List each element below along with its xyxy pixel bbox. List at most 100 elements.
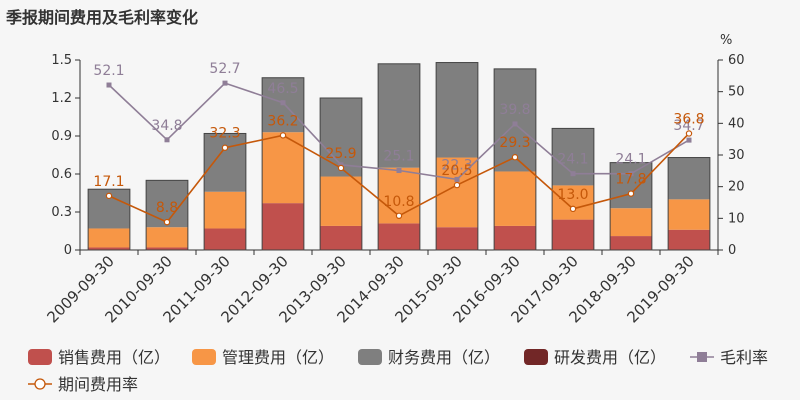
bar-outline (203, 132, 247, 251)
data-label: 52.7 (209, 61, 240, 77)
legend-swatch (28, 349, 52, 365)
line-point (454, 176, 460, 182)
data-label: 24.1 (615, 152, 646, 168)
y-tick-right-label: 0 (728, 243, 736, 258)
bar (88, 228, 130, 248)
bar-outline (145, 179, 189, 251)
bar (552, 219, 594, 250)
bar (668, 157, 710, 200)
bar (436, 62, 478, 158)
line-point (280, 100, 286, 106)
data-label: 52.1 (93, 63, 124, 79)
y-axis-right-unit: % (720, 33, 732, 48)
line-point (222, 80, 228, 86)
data-label: 13.0 (557, 187, 588, 203)
bar-outline (667, 157, 711, 251)
bar-outline (87, 188, 131, 251)
y-tick-left-label: 0.6 (51, 167, 72, 182)
legend-swatch (524, 349, 548, 365)
legend-marker (697, 352, 707, 362)
y-tick-left-label: 1.5 (51, 53, 72, 68)
line-point (628, 171, 634, 177)
data-label: 20.5 (441, 163, 472, 179)
line-point (105, 192, 113, 200)
bar (436, 227, 478, 250)
bar-outline (609, 162, 653, 251)
bar (146, 247, 188, 250)
data-label: 22.3 (441, 157, 472, 173)
data-label: 24.1 (557, 152, 588, 168)
bar-outline (377, 63, 421, 251)
y-tick-left-label: 0 (64, 243, 72, 258)
bar (668, 229, 710, 250)
line-point (106, 82, 112, 88)
line-point (453, 181, 461, 189)
bar (610, 162, 652, 209)
data-label: 29.3 (499, 135, 530, 151)
bar (88, 247, 130, 250)
bar (320, 176, 362, 226)
line-point (395, 212, 403, 219)
data-label: 17.1 (93, 174, 124, 190)
bar-outline (435, 62, 479, 251)
legend-swatch (358, 349, 382, 365)
legend-label: 财务费用（亿） (388, 348, 500, 367)
bar (552, 185, 594, 220)
y-tick-right-label: 40 (728, 116, 745, 131)
bar-outline (493, 68, 537, 251)
bar-outline (261, 77, 305, 251)
line-point (279, 132, 287, 139)
data-label: 10.8 (383, 194, 414, 210)
chart-title: 季报期间费用及毛利率变化 (6, 8, 199, 27)
bar (204, 228, 246, 250)
line-point (511, 154, 519, 161)
line-point (163, 218, 171, 226)
data-label: 25.9 (325, 146, 356, 162)
data-label: 39.8 (499, 102, 530, 118)
bar (378, 223, 420, 250)
bar (320, 225, 362, 250)
line-point (512, 121, 518, 127)
line-point (337, 164, 345, 172)
bar (204, 191, 246, 229)
line-point (396, 168, 402, 174)
bar (494, 225, 536, 250)
bar (204, 133, 246, 192)
data-label: 32.3 (209, 126, 240, 142)
legend-label: 销售费用（亿） (58, 348, 170, 367)
bar (378, 63, 420, 168)
legend-marker (34, 378, 46, 390)
bar (668, 199, 710, 230)
y-tick-left-label: 1.2 (51, 91, 72, 106)
y-tick-right-label: 30 (728, 148, 745, 163)
bar (146, 227, 188, 248)
legend-label: 管理费用（亿） (222, 348, 334, 367)
line-point (686, 137, 692, 143)
y-tick-right-label: 60 (728, 53, 745, 68)
bar (262, 203, 304, 250)
line-point (164, 137, 170, 143)
y-tick-right-label: 10 (728, 211, 745, 226)
legend-swatch (192, 349, 216, 365)
bar (610, 208, 652, 237)
data-label: 36.2 (267, 113, 298, 129)
line-point (685, 130, 693, 137)
y-tick-left-label: 0.9 (51, 129, 72, 144)
data-label: 17.8 (615, 172, 646, 188)
line-point (221, 144, 229, 151)
line-point (627, 190, 635, 197)
legend-label: 毛利率 (720, 348, 768, 367)
bar-outline (319, 97, 363, 251)
line-point (570, 171, 576, 177)
data-label: 36.8 (673, 111, 704, 127)
data-label: 25.1 (383, 149, 414, 165)
y-tick-right-label: 50 (728, 85, 745, 100)
data-label: 34.7 (673, 118, 704, 134)
legend-label: 期间费用率 (58, 375, 138, 394)
legend-label: 研发费用（亿） (554, 348, 666, 367)
bar (494, 171, 536, 226)
bar (610, 236, 652, 250)
data-label: 34.8 (151, 118, 182, 134)
data-label: 46.5 (267, 81, 298, 97)
